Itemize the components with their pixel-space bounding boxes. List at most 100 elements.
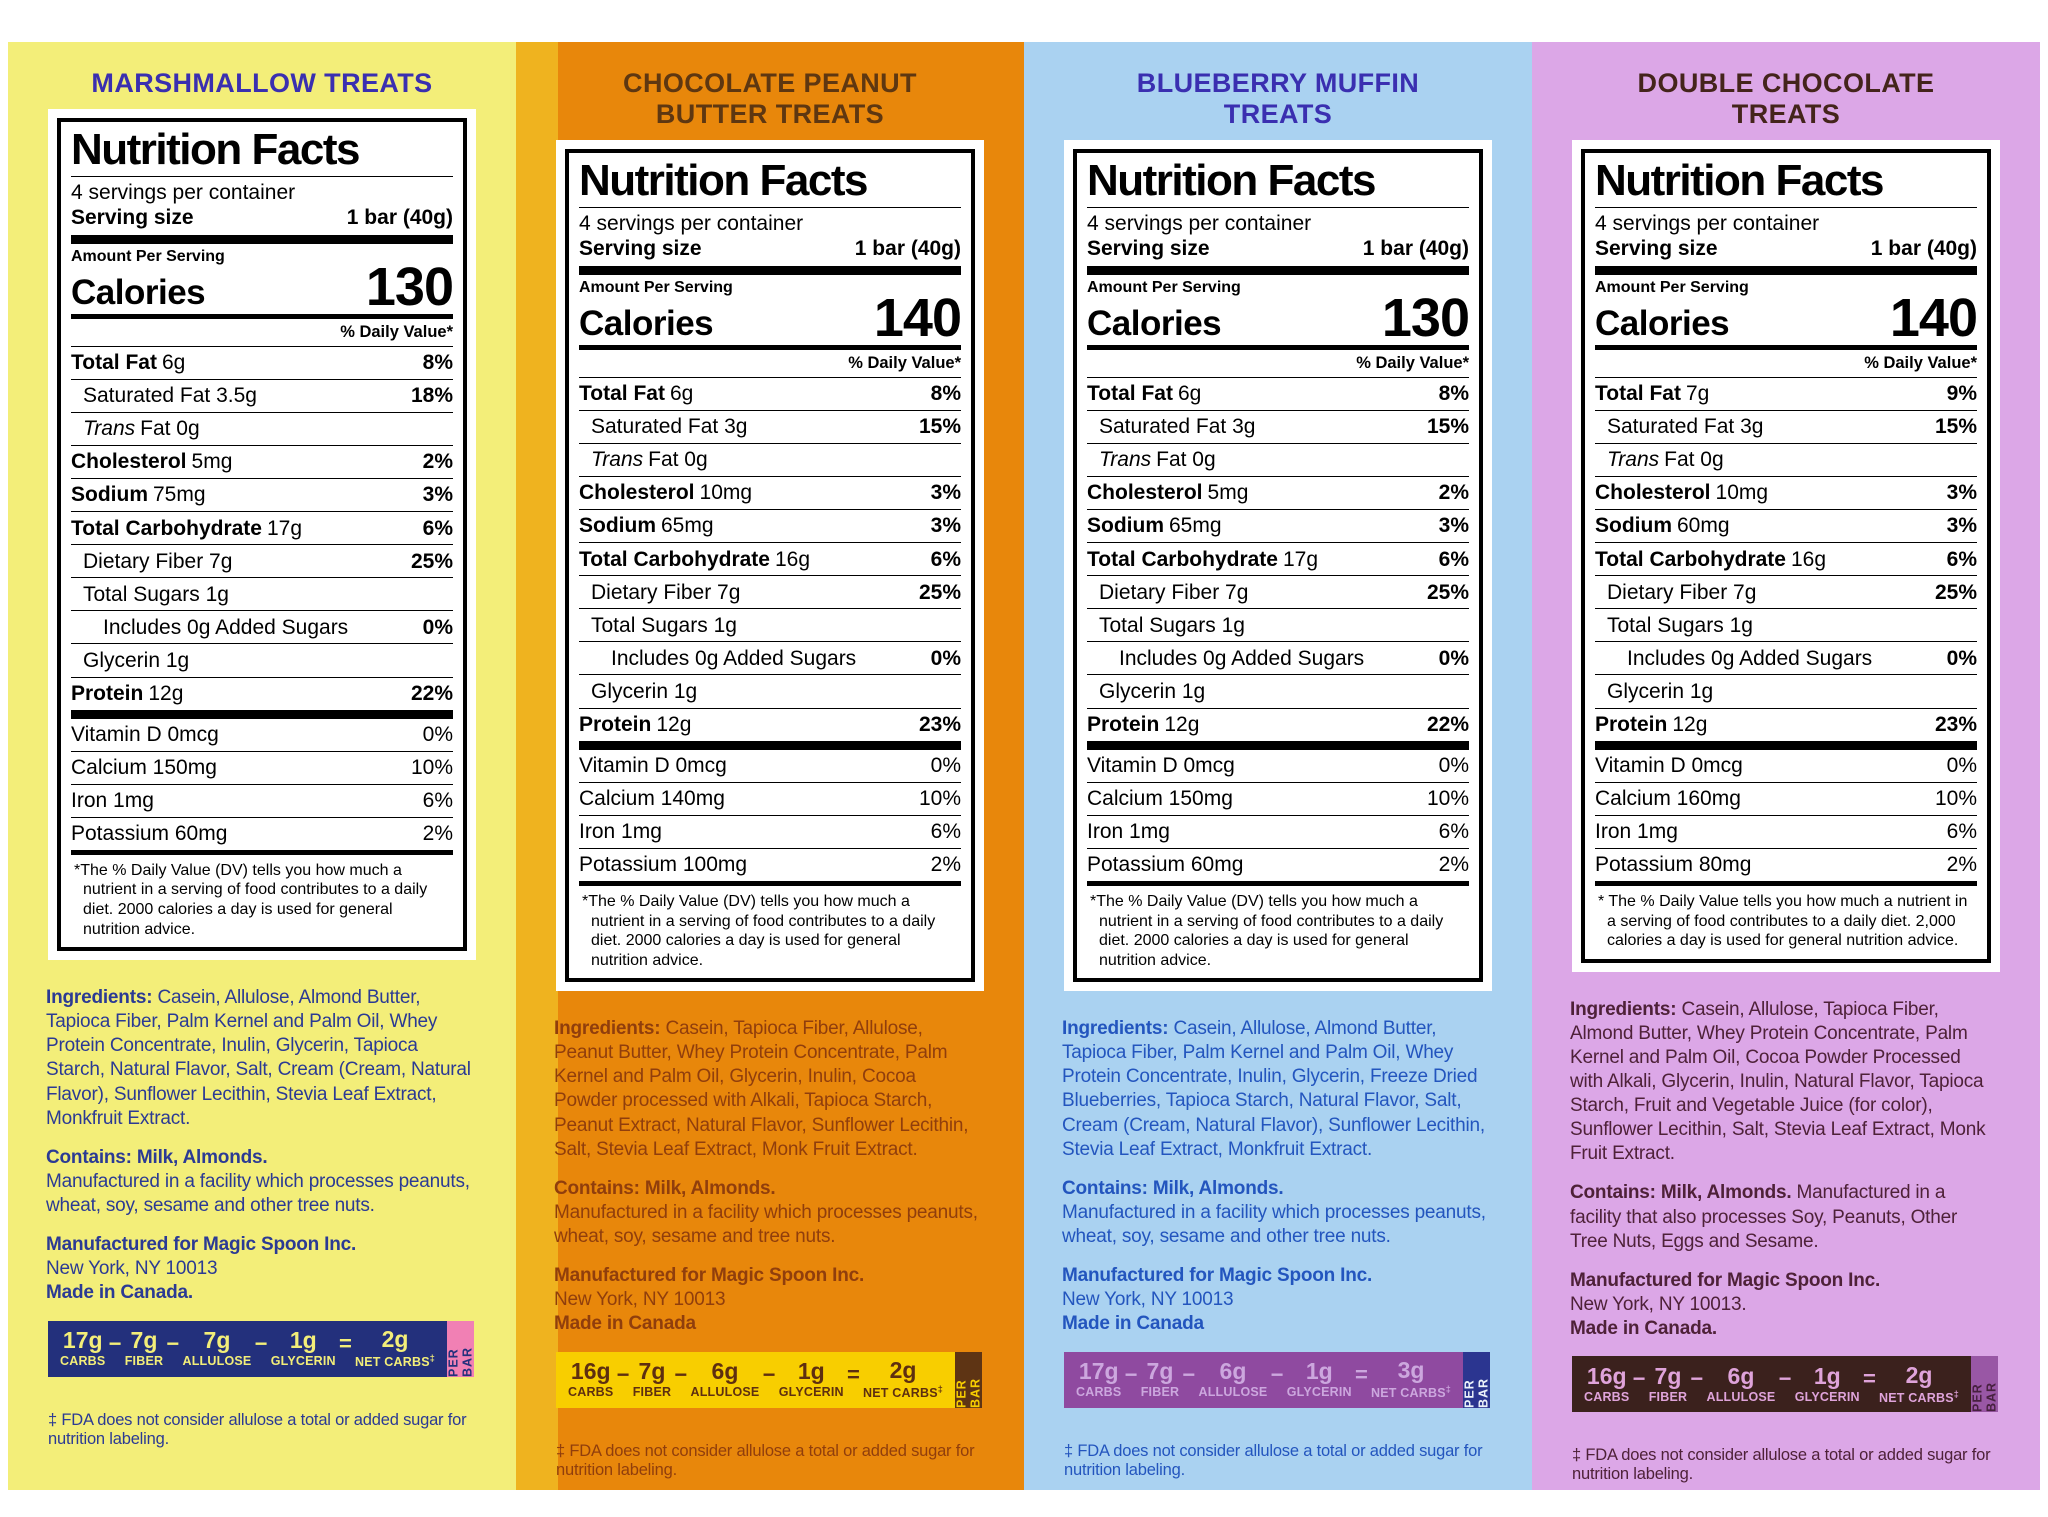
nutrition-row: Cholesterol 10mg 3% <box>579 475 961 509</box>
nutrient-name: Total Fat 6g <box>71 351 185 374</box>
nutrient-amount: 65mg <box>661 514 714 538</box>
nutrient-name: Dietary Fiber 7g <box>83 550 232 573</box>
daily-value-percent: 3% <box>930 514 961 538</box>
nutrient-name: Total Carbohydrate 17g <box>1087 548 1318 571</box>
nutrient-name: Sodium 75mg <box>71 483 206 506</box>
minus-operator: − <box>166 1330 180 1356</box>
nutrient-amount: Dietary Fiber 7g <box>1607 580 1757 604</box>
manufacturer-block: Manufactured for Magic Spoon Inc. New Yo… <box>1062 1264 1488 1336</box>
manufactured-for-text: Manufactured for Magic Spoon Inc. <box>554 1265 865 1287</box>
macro-terms: 16g CARBS −7g FIBER −6g ALLULOSE −1g GLYCERIN = 2… <box>1572 1356 1971 1413</box>
nutrient-name: Vitamin D 0mcg <box>71 723 219 746</box>
nutrient-amount: Fat 0g <box>140 417 200 441</box>
address-text: New York, NY 10013. <box>1570 1293 1747 1315</box>
nutrient-amount: Dietary Fiber 7g <box>83 549 233 573</box>
nutrient-name: Potassium 80mg <box>1595 853 1751 876</box>
daily-value-percent: 0% <box>1946 646 1977 670</box>
nutrition-row: Iron 1mg 6% <box>1595 814 1977 848</box>
nutrition-row: Total Fat 7g 9% <box>1595 376 1977 410</box>
macro-term-value: 6g <box>711 1358 739 1385</box>
serving-size-value: 1 bar (40g) <box>346 206 453 230</box>
dagger-mark: ‡ <box>429 1352 435 1363</box>
equals-operator: = <box>338 1330 352 1356</box>
nutrient-amount: 12g <box>1164 713 1200 737</box>
macro-term-label: CARBS <box>60 1354 106 1369</box>
nutrition-row: Includes 0g Added Sugars 0% <box>579 641 961 674</box>
daily-value-percent: 2% <box>422 450 453 474</box>
facility-text: Manufactured in a facility which process… <box>554 1201 978 1248</box>
nutrition-row: Glycerin 1g <box>1087 674 1469 707</box>
servings-per-container: 4 servings per container <box>1087 212 1312 236</box>
macro-term-value: 1g <box>1305 1358 1333 1385</box>
nutrient-amount: 7g <box>1685 382 1710 406</box>
macro-term-value: 2g <box>381 1325 409 1352</box>
macro-term: 16g CARBS <box>1584 1364 1629 1404</box>
nutrition-row: Total Sugars 1g <box>1087 608 1469 641</box>
thick-divider <box>579 266 961 276</box>
nutrient-name-bold: Total Carbohydrate <box>71 516 262 540</box>
flavor-panels-row: MARSHMALLOW TREATS Nutrition Facts 4 ser… <box>8 42 2040 1490</box>
nutrient-amount: Total Sugars 1g <box>83 582 229 606</box>
nutrient-name-bold: Cholesterol <box>71 450 187 474</box>
nutrient-amount: Vitamin D 0mcg <box>579 754 727 778</box>
nutrient-amount: 6g <box>669 382 694 406</box>
nutrient-name: Cholesterol 10mg <box>579 481 752 504</box>
nutrient-amount: Saturated Fat 3g <box>1099 415 1256 439</box>
nutrition-row: Iron 1mg 6% <box>1087 814 1469 848</box>
nutrition-facts-label: Nutrition Facts 4 servings per container… <box>556 140 984 992</box>
thick-divider <box>1087 740 1469 750</box>
ingredients-text: Casein, Tapioca Fiber, Allulose, Peanut … <box>554 1018 969 1160</box>
macro-term-label: NET CARBS‡ <box>1371 1384 1451 1401</box>
medium-divider <box>71 313 453 319</box>
nutrient-name: Total Fat 6g <box>579 382 693 405</box>
nutrition-facts-label: Nutrition Facts 4 servings per container… <box>48 109 476 961</box>
thick-divider <box>71 709 453 719</box>
nutrient-name-bold: Total Carbohydrate <box>1595 547 1786 571</box>
nutrition-row: Trans Fat 0g <box>1087 442 1469 476</box>
macro-term: 7g FIBER <box>1141 1360 1180 1400</box>
nutrient-name-bold: Protein <box>71 682 144 705</box>
micronutrient-rows: Vitamin D 0mcg 0% Calcium 150mg 10% Iron 1mg… <box>1087 750 1469 881</box>
manufacturer-block: Manufactured for Magic Spoon Inc. New Yo… <box>1570 1269 1996 1341</box>
daily-value-header: % Daily Value* <box>848 353 961 372</box>
macro-term-label: NET CARBS‡ <box>355 1352 435 1370</box>
made-in-text: Made in Canada <box>1062 1313 1204 1335</box>
daily-value-percent: 0% <box>1946 754 1977 778</box>
calories-row: Calories 140 <box>1595 291 1978 345</box>
nutrient-amount: 17g <box>266 516 303 540</box>
daily-value-percent: 6% <box>1438 547 1469 571</box>
daily-value-percent: 0% <box>1438 754 1469 778</box>
daily-value-percent: 25% <box>1426 580 1469 604</box>
nutrient-amount: Potassium 80mg <box>1595 853 1752 877</box>
nutrient-amount: Iron 1mg <box>1087 820 1170 844</box>
nutrient-amount: Total Sugars 1g <box>1099 613 1245 637</box>
minus-operator: − <box>616 1361 630 1387</box>
macro-term-value: 2g <box>1905 1361 1933 1388</box>
nutrient-name-italic: Trans <box>1607 448 1660 472</box>
macro-term: 1g GLYCERIN <box>271 1329 336 1369</box>
manufacturer-block: Manufactured for Magic Spoon Inc. New Yo… <box>554 1264 980 1336</box>
macro-term-label: GLYCERIN <box>1794 1389 1860 1404</box>
nutrient-name: Vitamin D 0mcg <box>1087 754 1235 777</box>
nutrient-name: Calcium 160mg <box>1595 787 1741 810</box>
macro-term: 2g NET CARBS‡ <box>355 1325 435 1370</box>
nutrient-amount: Includes 0g Added Sugars <box>611 646 857 670</box>
macro-terms: 17g CARBS −7g FIBER −7g ALLULOSE −1g GLYCERIN = 2… <box>48 1320 447 1377</box>
nutrient-name-bold: Sodium <box>1595 514 1672 538</box>
thick-divider <box>579 740 961 750</box>
nutrient-name: Iron 1mg <box>1595 820 1678 843</box>
nutrient-name: Cholesterol 5mg <box>71 450 232 473</box>
nutrient-amount: Total Sugars 1g <box>1607 613 1753 637</box>
daily-value-percent: 22% <box>1426 713 1469 737</box>
nutrition-row: Protein 12g 23% <box>579 707 961 741</box>
minus-operator: − <box>108 1330 122 1356</box>
nutrient-name: Total Sugars 1g <box>1099 614 1245 637</box>
fda-allulose-note: ‡ FDA does not consider allulose a total… <box>1064 1441 1483 1479</box>
nutrient-amount: Calcium 160mg <box>1595 787 1741 811</box>
nutrient-amount: Vitamin D 0mcg <box>1595 754 1743 778</box>
serving-size-row: Serving size 1 bar (40g) <box>1595 236 1977 266</box>
nutrition-row: Calcium 150mg 10% <box>1087 781 1469 815</box>
nutrition-row: Includes 0g Added Sugars 0% <box>1595 641 1977 674</box>
nutrient-name: Vitamin D 0mcg <box>1595 754 1743 777</box>
